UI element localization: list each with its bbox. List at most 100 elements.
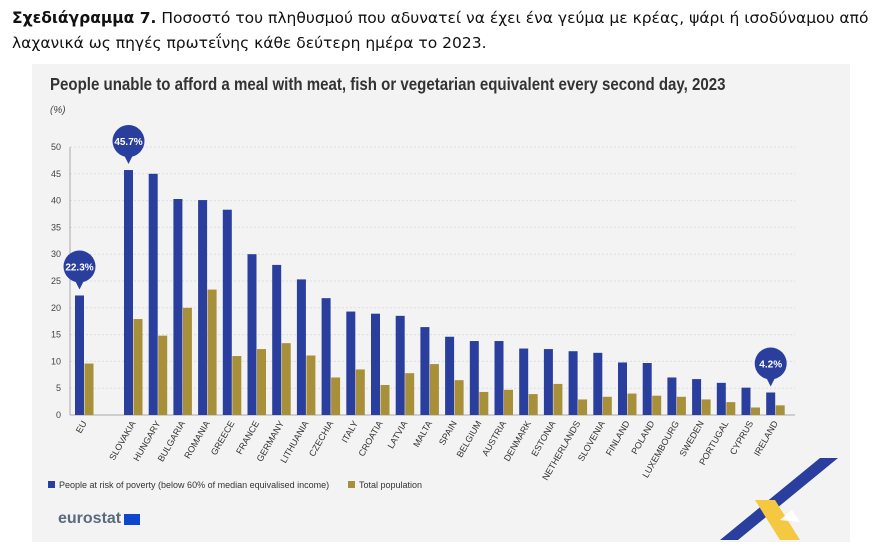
y-tick-label: 30 bbox=[51, 249, 61, 259]
bar-poverty bbox=[75, 295, 84, 415]
bar-total bbox=[553, 383, 563, 415]
eurostat-logo: eurostat bbox=[58, 510, 141, 528]
bar-total bbox=[701, 399, 711, 415]
bar-total bbox=[578, 399, 588, 415]
bar-total bbox=[405, 373, 415, 415]
y-tick-label: 40 bbox=[51, 196, 61, 206]
bar-poverty bbox=[618, 362, 627, 415]
bar-poverty bbox=[593, 352, 603, 415]
bar-total bbox=[355, 369, 365, 415]
bar-total bbox=[479, 391, 489, 415]
legend-swatch bbox=[48, 481, 55, 488]
x-tick-label: CYPRUS bbox=[728, 419, 755, 456]
bar-poverty bbox=[716, 382, 726, 415]
y-tick-label: 15 bbox=[51, 330, 61, 340]
bar-poverty bbox=[766, 392, 776, 415]
x-tick-label: CZECHIA bbox=[307, 419, 335, 458]
callout-bubble bbox=[63, 250, 96, 283]
decor-stripe bbox=[720, 458, 838, 540]
bar-total bbox=[306, 355, 316, 415]
x-tick-label: ROMANIA bbox=[182, 419, 212, 460]
bar-total bbox=[676, 396, 686, 415]
bar-total bbox=[281, 343, 291, 415]
x-tick-label: AUSTRIA bbox=[480, 419, 508, 458]
bar-poverty bbox=[420, 327, 430, 415]
bar-poverty bbox=[543, 349, 553, 415]
caption-label: Σχεδιάγραμμα 7. bbox=[12, 9, 157, 27]
bar-poverty bbox=[272, 264, 282, 415]
y-tick-label: 0 bbox=[56, 410, 61, 420]
x-tick-label: CROATIA bbox=[356, 419, 384, 458]
bar-total bbox=[84, 363, 94, 415]
x-tick-label: FINLAND bbox=[604, 419, 632, 458]
eu-flag-icon bbox=[124, 513, 141, 525]
data-label: 22.3% bbox=[65, 262, 93, 273]
figure-caption: Σχεδιάγραμμα 7. Ποσοστό του πληθυσμού πο… bbox=[12, 6, 872, 56]
y-tick-label: 5 bbox=[56, 383, 61, 393]
bar-poverty bbox=[222, 209, 232, 415]
bar-poverty bbox=[198, 200, 208, 415]
y-tick-label: 25 bbox=[51, 276, 61, 286]
bar-poverty bbox=[741, 387, 751, 415]
bar-total bbox=[429, 364, 439, 415]
bar-total bbox=[454, 380, 464, 415]
bar-poverty bbox=[445, 336, 455, 415]
bar-poverty bbox=[469, 341, 479, 415]
bar-total bbox=[602, 396, 612, 415]
bar-poverty bbox=[173, 198, 183, 415]
legend-label: People at risk of poverty (below 60% of … bbox=[59, 480, 329, 490]
bar-total bbox=[775, 405, 785, 415]
chart-panel bbox=[32, 64, 850, 542]
bar-total bbox=[504, 389, 513, 415]
data-label: 4.2% bbox=[759, 359, 782, 370]
bar-total bbox=[627, 393, 637, 415]
chart-title: People unable to afford a meal with meat… bbox=[50, 74, 726, 94]
bar-total bbox=[652, 395, 662, 415]
bar-poverty bbox=[494, 341, 504, 415]
x-tick-label: IRELAND bbox=[752, 419, 780, 458]
bar-poverty bbox=[247, 254, 257, 415]
bar-poverty bbox=[692, 379, 702, 415]
x-tick-label: SPAIN bbox=[437, 419, 459, 447]
y-tick-label: 10 bbox=[51, 356, 61, 366]
bar-total bbox=[133, 319, 143, 415]
data-label: 45.7% bbox=[114, 137, 142, 148]
bar-poverty bbox=[667, 377, 677, 415]
x-tick-label: EU bbox=[74, 419, 89, 435]
bar-poverty bbox=[395, 315, 405, 415]
x-tick-label: POLAND bbox=[629, 419, 656, 456]
logo-text: eurostat bbox=[58, 510, 122, 527]
x-tick-label: LATVIA bbox=[386, 419, 410, 450]
y-tick-label: 45 bbox=[51, 169, 61, 179]
bar-poverty bbox=[519, 348, 529, 415]
bar-poverty bbox=[124, 170, 133, 415]
y-tick-label: 50 bbox=[51, 142, 61, 152]
caption-text: Ποσοστό του πληθυσμού που αδυνατεί να έχ… bbox=[12, 9, 869, 52]
x-tick-label: MALTA bbox=[411, 419, 434, 449]
decor-stripe bbox=[780, 510, 800, 522]
bar-poverty bbox=[642, 363, 652, 415]
bar-total bbox=[528, 394, 538, 415]
bar-poverty bbox=[371, 313, 380, 415]
bar-total bbox=[207, 289, 217, 415]
callout-bubble bbox=[112, 125, 145, 158]
bar-poverty bbox=[296, 279, 306, 415]
legend-swatch bbox=[348, 481, 355, 488]
bar-total bbox=[182, 307, 192, 415]
decor-stripe bbox=[755, 500, 800, 540]
bar-poverty bbox=[148, 173, 158, 415]
bar-total bbox=[331, 377, 341, 415]
bar-total bbox=[751, 407, 760, 415]
bar-poverty bbox=[346, 311, 356, 415]
bar-total bbox=[158, 335, 168, 415]
bar-total bbox=[232, 356, 242, 415]
y-tick-label: 35 bbox=[51, 222, 61, 232]
bar-total bbox=[257, 349, 266, 415]
callout-bubble bbox=[754, 347, 787, 380]
x-tick-label: ITALY bbox=[340, 419, 361, 445]
bar-total bbox=[380, 384, 390, 415]
y-axis-label: (%) bbox=[50, 105, 66, 116]
x-tick-label: GREECE bbox=[209, 419, 237, 457]
bar-poverty bbox=[568, 351, 578, 415]
